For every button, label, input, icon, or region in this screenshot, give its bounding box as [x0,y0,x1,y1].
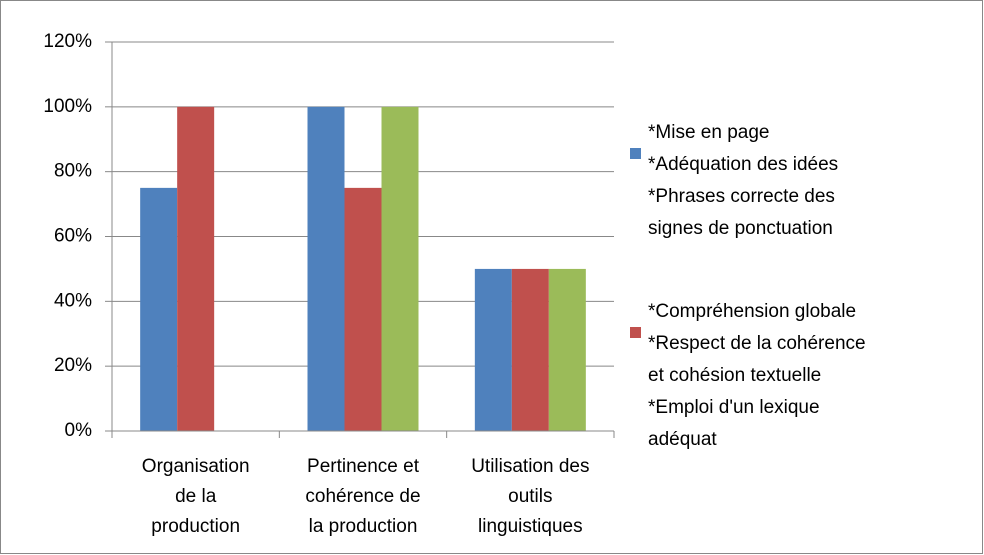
x-tick-label: production [151,516,240,537]
legend-label: *Adéquation des idées [648,154,838,175]
y-tick-label: 120% [43,31,92,52]
legend-label: *Emploi d'un lexique [648,397,820,418]
y-tick-label: 40% [54,290,92,311]
bar [474,268,512,431]
y-tick-label: 20% [54,355,92,376]
x-tick-label: Organisation [142,456,250,477]
y-tick-label: 0% [65,420,93,441]
x-tick-label: Utilisation des [471,456,589,477]
x-tick-label: cohérence de [305,486,420,507]
legend-label: *Phrases correcte des [648,186,835,207]
x-tick-label: linguistiques [478,516,583,537]
y-tick-label: 100% [43,96,92,117]
legend-label: et cohésion textuelle [648,365,821,386]
legend-label: adéquat [648,429,717,450]
x-tick-label: outils [508,486,552,507]
y-tick-label: 80% [54,161,92,182]
x-tick-label: Pertinence et [307,456,420,477]
legend-label: *Mise en page [648,122,769,143]
bar [548,268,586,431]
legend-label: *Respect de la cohérence [648,333,866,354]
bar [381,106,419,431]
legend-label: signes de ponctuation [648,218,833,239]
y-tick-label: 60% [54,226,92,247]
bar [511,268,549,431]
bar [307,106,345,431]
bar [140,187,178,431]
x-tick-label: la production [309,516,418,537]
bar [177,106,215,431]
legend-swatch [630,327,641,338]
legend-swatch [630,148,641,159]
bar [344,187,382,431]
legend-label: *Compréhension globale [648,301,856,322]
x-tick-label: de la [175,486,217,507]
